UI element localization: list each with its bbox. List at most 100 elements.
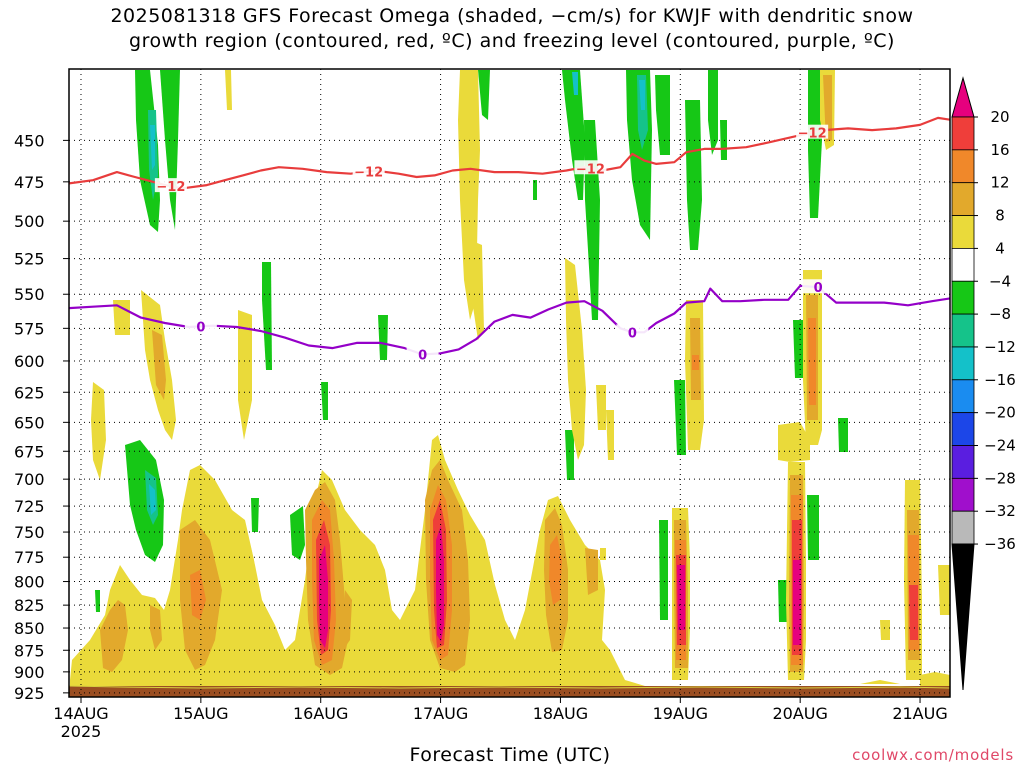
colorbar-tick-label: −4 bbox=[989, 272, 1011, 290]
y-tick-label: 875 bbox=[14, 641, 45, 660]
contour-labels-layer: −12 −12 −12 −12 0 0 0 0 bbox=[154, 124, 835, 364]
omega-shade-region bbox=[470, 240, 484, 340]
omega-shade-region bbox=[584, 120, 600, 320]
ground-strip bbox=[69, 686, 950, 697]
colorbar-tick-label: 4 bbox=[995, 239, 1005, 257]
chart-title-line-2: growth region (contoured, red, ºC) and f… bbox=[129, 30, 895, 52]
colorbar-bin bbox=[951, 445, 975, 479]
x-tick-label: 20AUG bbox=[772, 704, 827, 723]
dgz-label-bg bbox=[574, 160, 607, 175]
colorbar-bin bbox=[951, 149, 975, 184]
omega-shade-region bbox=[262, 262, 272, 370]
omega-shade-region bbox=[436, 525, 444, 642]
colorbar-bin bbox=[951, 280, 975, 315]
omega-shade-region bbox=[378, 315, 388, 360]
colorbar-bin bbox=[951, 412, 975, 446]
y-tick-label: 750 bbox=[14, 523, 45, 542]
x-axis-label: Forecast Time (UTC) bbox=[409, 744, 611, 766]
dgz-contour-label: −12 bbox=[156, 180, 185, 195]
omega-shade-region bbox=[149, 484, 156, 515]
y-tick-label: 575 bbox=[14, 319, 45, 338]
x-tick-label: 17AUG bbox=[413, 704, 468, 723]
chart-title-line-1: 2025081318 GFS Forecast Omega (shaded, −… bbox=[110, 5, 914, 27]
omega-shade-region bbox=[190, 570, 206, 620]
y-tick-label: 900 bbox=[14, 663, 45, 682]
ground-layer bbox=[68, 685, 951, 697]
omega-shade-region bbox=[793, 560, 801, 645]
omega-shade-region bbox=[838, 418, 848, 452]
omega-shade-region bbox=[692, 355, 699, 370]
colorbar-tick-label: −16 bbox=[984, 371, 1016, 389]
x-tick-label: 19AUG bbox=[653, 704, 708, 723]
omega-shade-region bbox=[808, 70, 822, 218]
colorbar-bin bbox=[951, 313, 975, 348]
colorbar-bin bbox=[951, 379, 975, 414]
colorbar-tick-label: 8 bbox=[995, 207, 1005, 225]
freezing-label-bg bbox=[184, 318, 217, 333]
omega-shade-region bbox=[793, 320, 804, 378]
omega-shade-region bbox=[95, 590, 100, 612]
colorbar-bin bbox=[951, 477, 975, 512]
omega-shade-region bbox=[674, 380, 686, 455]
omega-shade-region bbox=[600, 548, 606, 560]
omega-shade-region bbox=[91, 382, 106, 480]
omega-shade-region bbox=[251, 498, 259, 532]
omega-shade-region bbox=[655, 75, 670, 155]
omega-shade-region bbox=[565, 430, 574, 480]
freezing-label-bg bbox=[406, 346, 439, 361]
colorbar-bin bbox=[951, 510, 975, 545]
omega-shade-region bbox=[659, 520, 668, 620]
colorbar-tick-label: 12 bbox=[990, 174, 1009, 192]
freezing-label-bg bbox=[802, 279, 835, 294]
colorbar-tick-label: −32 bbox=[984, 502, 1016, 520]
x-tick-label: 21AUG bbox=[892, 704, 947, 723]
y-tick-label: 775 bbox=[14, 548, 45, 567]
colorbar-bin bbox=[951, 116, 975, 151]
y-tick-label: 625 bbox=[14, 383, 45, 402]
x-tick-label: 15AUG bbox=[173, 704, 228, 723]
omega-shade-region bbox=[232, 510, 258, 625]
y-tick-label: 450 bbox=[14, 131, 45, 150]
omega-shade-region bbox=[100, 600, 128, 672]
x-tick-label: 18AUG bbox=[533, 704, 588, 723]
omega-shade-region bbox=[225, 70, 232, 110]
omega-shade-region bbox=[637, 75, 648, 150]
x-tick-label: 16AUG bbox=[293, 704, 348, 723]
omega-shade-region bbox=[290, 506, 305, 560]
colorbar-tick-label: −8 bbox=[989, 305, 1011, 323]
dgz-contour-label: −12 bbox=[576, 162, 605, 177]
omega-shade-region bbox=[685, 100, 702, 250]
chart-title: 2025081318 GFS Forecast Omega (shaded, −… bbox=[0, 4, 1024, 54]
plot-frame bbox=[68, 68, 951, 698]
omega-shade-region bbox=[572, 72, 578, 95]
y-tick-label: 600 bbox=[14, 352, 45, 371]
omega-shade-region bbox=[639, 80, 645, 110]
omega-shade-region bbox=[565, 258, 586, 460]
colorbar-bin bbox=[951, 346, 975, 381]
colorbar-tick-label: 20 bbox=[990, 108, 1009, 126]
colorbar-tick-label: 16 bbox=[990, 141, 1009, 159]
y-tick-label: 500 bbox=[14, 212, 45, 231]
grid-layer bbox=[69, 69, 950, 697]
x-tick-label: 14AUG bbox=[53, 704, 108, 723]
y-tick-label: 650 bbox=[14, 413, 45, 432]
omega-shade-region bbox=[562, 70, 585, 200]
omega-shade-region bbox=[909, 585, 918, 640]
freezing-contour-label: 0 bbox=[418, 349, 427, 364]
y-tick-label: 700 bbox=[14, 470, 45, 489]
y-tick-label: 800 bbox=[14, 573, 45, 592]
colorbar-bin bbox=[951, 247, 975, 282]
omega-shade-region bbox=[596, 385, 606, 430]
omega-shade-region bbox=[606, 410, 614, 460]
ground-edge bbox=[68, 685, 951, 689]
y-tick-label: 825 bbox=[14, 596, 45, 615]
y-tick-label: 925 bbox=[14, 684, 45, 703]
omega-shade-region bbox=[152, 330, 166, 400]
dgz-label-bg bbox=[352, 163, 385, 178]
omega-shade-region bbox=[319, 545, 328, 648]
freezing-label-bg bbox=[616, 324, 649, 339]
omega-shade-region bbox=[160, 70, 180, 230]
y-tick-label: 725 bbox=[14, 497, 45, 516]
colorbar: 20 16 12 8 4 −4 −8 −12 −16 −20 −24 −28 −32 −36 bbox=[951, 76, 1016, 691]
omega-shading-layer bbox=[70, 70, 950, 686]
